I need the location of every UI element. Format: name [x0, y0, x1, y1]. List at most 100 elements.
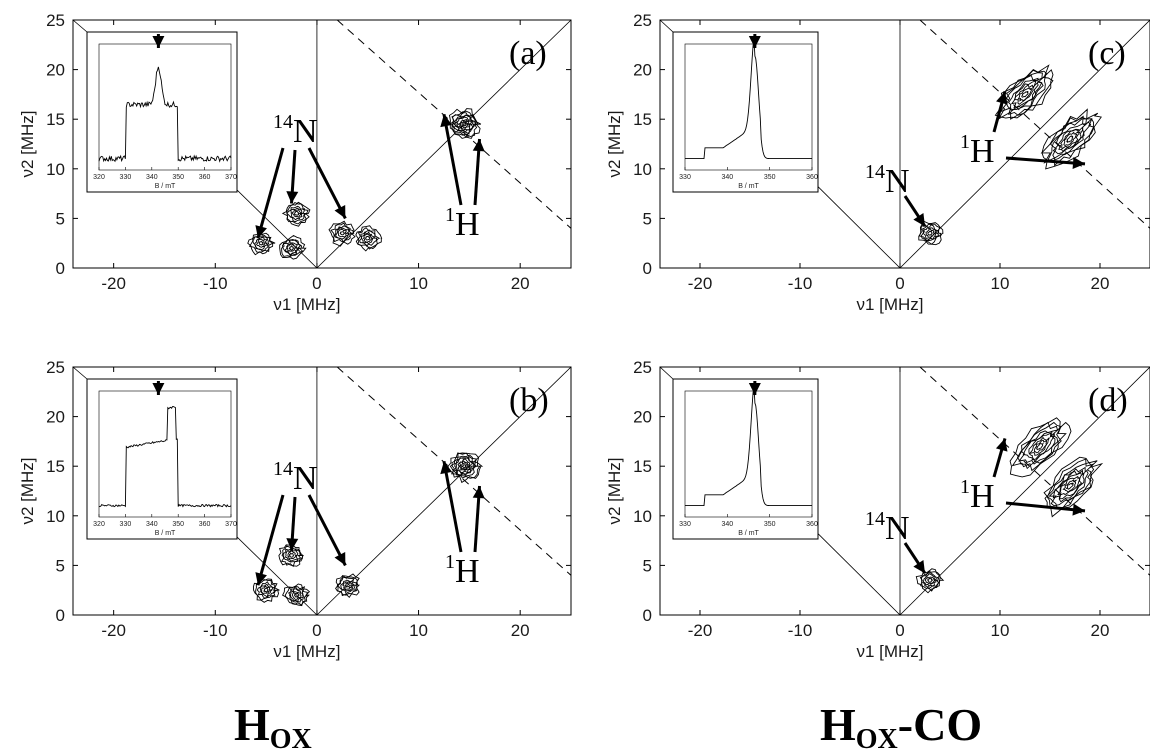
inset-spectrum: 330 340 350 360 B / mT [659, 366, 819, 540]
cluster-contour [281, 201, 311, 227]
cluster-contour [1048, 466, 1089, 507]
x-axis-label: ν1 [MHz] [856, 295, 923, 314]
nitrogen-arrow-head [255, 225, 267, 239]
hydrogen-symbol: H [455, 206, 480, 243]
anti-diagonal-line [809, 178, 901, 269]
cluster-contour [252, 235, 270, 252]
hydrogen-arrow-head [440, 114, 453, 128]
diagonal-line [899, 366, 1150, 616]
cluster-contour [1009, 417, 1072, 478]
cluster-contour [333, 225, 353, 243]
nitrogen-arrow [307, 494, 347, 567]
cluster-contour [344, 582, 350, 588]
cluster-contour [283, 548, 302, 563]
cluster-contour [286, 205, 306, 223]
caption-left: HOX [234, 699, 312, 749]
cluster-contour [460, 462, 469, 471]
panel-b: -20 -10 0 10 20 0 5 10 15 20 25 ν1 [MHz] ν2 [MHz] 320… [18, 358, 572, 661]
cluster-contour [247, 231, 276, 256]
inset-field-marker-head [152, 383, 165, 395]
inset-connector [72, 19, 88, 33]
inset-x-label: B / mT [155, 530, 176, 537]
nitrogen-arrow-head [286, 538, 299, 551]
y-tick-label: 10 [633, 507, 652, 526]
cluster-contour [1005, 74, 1044, 111]
cluster-contour [1041, 108, 1102, 170]
cluster-contour [454, 457, 474, 475]
nitrogen-arrow-head [286, 191, 299, 204]
y-axis-label: ν2 [MHz] [18, 110, 37, 177]
cluster-contour [256, 238, 266, 248]
hydrogen-isotope: 1 [960, 476, 970, 498]
cluster-contour [259, 583, 274, 598]
cluster-contour [1033, 439, 1047, 454]
cluster-contour [1046, 456, 1104, 518]
inset-plot-frame [98, 390, 232, 518]
inset-tick-label: 330 [679, 521, 691, 528]
y-tick-label: 0 [643, 259, 652, 278]
hydrogen-isotope: 1 [445, 551, 455, 573]
dashed-line [336, 19, 572, 229]
cluster-contour [263, 587, 269, 593]
dashed-line [919, 19, 1150, 229]
nitrogen-isotope: 14 [865, 161, 885, 183]
cluster-contour [451, 110, 478, 137]
cluster-contour [1059, 475, 1081, 496]
cluster-contour [335, 573, 361, 598]
cluster-contour [1036, 442, 1045, 451]
cluster-contour [1044, 462, 1095, 510]
cluster-contour [337, 228, 348, 238]
y-tick-label: 25 [633, 358, 652, 377]
cluster-contour [449, 454, 479, 477]
cluster-contour [355, 227, 381, 250]
cluster-contour [252, 578, 280, 603]
cluster-contour [254, 236, 268, 251]
cluster-contour [279, 234, 307, 260]
y-tick-label: 20 [46, 408, 65, 427]
diagonal-line [316, 366, 572, 616]
x-tick-label: 10 [409, 621, 428, 640]
cluster-contour [293, 592, 300, 598]
cluster-contour [1011, 421, 1067, 472]
inset-tick-label: 360 [199, 174, 211, 181]
x-tick-label: -10 [788, 274, 813, 293]
hydrogen-isotope: 1 [445, 204, 455, 226]
cluster-contour [291, 591, 302, 600]
panel-c: -20 -10 0 10 20 0 5 10 15 20 25 ν1 [MHz] ν2 [MHz] 330… [605, 11, 1150, 314]
x-tick-label: 0 [312, 274, 321, 293]
cluster-contour [461, 121, 467, 127]
nitrogen-arrow-head [334, 551, 346, 566]
hydrogen-arrow [442, 113, 463, 206]
inset-tick-label: 350 [172, 174, 184, 181]
cluster-contour [284, 242, 299, 256]
hydrogen-arrow [1005, 501, 1086, 513]
hydrogen-arrow-head [995, 438, 1008, 452]
inset-spectrum: 330 340 350 360 B / mT [659, 19, 819, 193]
panel-letter: (b) [509, 382, 549, 419]
x-tick-label: 10 [409, 274, 428, 293]
x-tick-label: -20 [101, 621, 126, 640]
nitrogen-label: 14N [865, 161, 910, 200]
cluster-contour [1010, 80, 1039, 109]
y-tick-label: 15 [633, 110, 652, 129]
inset-frame [86, 31, 238, 193]
y-tick-label: 5 [643, 556, 652, 575]
hydrogen-arrow [442, 460, 463, 553]
cluster-contour [1017, 87, 1033, 102]
x-axis-label: ν1 [MHz] [856, 642, 923, 661]
nitrogen-isotope: 14 [273, 458, 293, 480]
x-tick-label: 20 [1091, 274, 1110, 293]
inset-tick-label: 360 [199, 521, 211, 528]
inset-field-marker-head [748, 36, 761, 48]
hydrogen-isotope: 1 [960, 131, 970, 153]
inset-tick-label: 330 [679, 174, 691, 181]
cluster-contour [923, 573, 938, 587]
cluster-contour [288, 585, 304, 603]
cluster-contour [456, 116, 473, 132]
hydrogen-arrow-head [472, 139, 485, 152]
x-tick-label: 0 [312, 621, 321, 640]
diagonal-line [899, 19, 1150, 269]
hydrogen-label: 1H [445, 551, 480, 590]
cluster-contour [1065, 482, 1074, 490]
cluster-contour [284, 586, 309, 606]
